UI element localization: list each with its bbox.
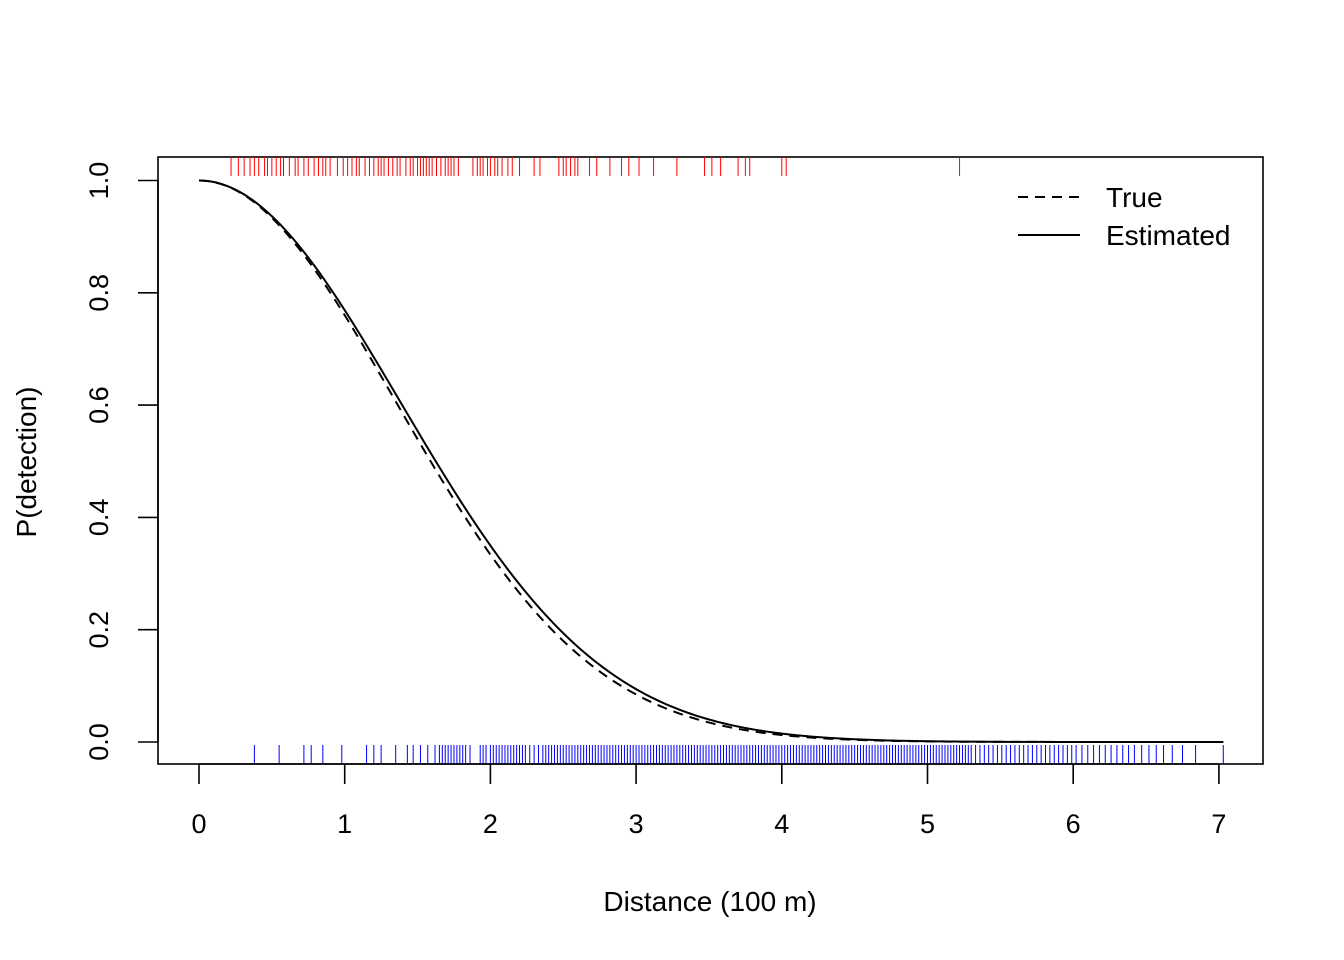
y-tick-label: 0.8 xyxy=(84,274,114,312)
x-tick-label: 3 xyxy=(629,809,644,839)
y-tick-label: 0.2 xyxy=(84,611,114,649)
series-line-true xyxy=(198,179,1224,743)
x-tick-label: 2 xyxy=(483,809,498,839)
curves xyxy=(198,179,1224,743)
x-tick-label: 4 xyxy=(774,809,789,839)
y-tick-label: 1.0 xyxy=(84,162,114,200)
y-axis-label: P(detection) xyxy=(11,387,42,538)
x-tick-label: 0 xyxy=(191,809,206,839)
x-axis-label: Distance (100 m) xyxy=(603,886,816,917)
x-tick-label: 1 xyxy=(337,809,352,839)
rug-undetected xyxy=(253,745,1224,764)
legend-estimated-label: Estimated xyxy=(1106,220,1231,251)
rug-detected xyxy=(230,157,961,176)
legend: True Estimated xyxy=(1018,182,1231,251)
x-tick-label: 5 xyxy=(920,809,935,839)
plot-frame xyxy=(157,156,1264,765)
legend-true-label: True xyxy=(1106,182,1163,213)
x-tick-label: 7 xyxy=(1211,809,1226,839)
x-axis: 0 1 2 3 4 5 6 7 xyxy=(191,763,1226,839)
x-tick-label: 6 xyxy=(1066,809,1081,839)
y-tick-label: 0.4 xyxy=(84,499,114,537)
y-tick-label: 0.0 xyxy=(84,723,114,761)
series-line-estimated xyxy=(198,179,1224,743)
y-axis: 0.0 0.2 0.4 0.6 0.8 1.0 xyxy=(84,162,159,761)
y-tick-label: 0.6 xyxy=(84,386,114,424)
